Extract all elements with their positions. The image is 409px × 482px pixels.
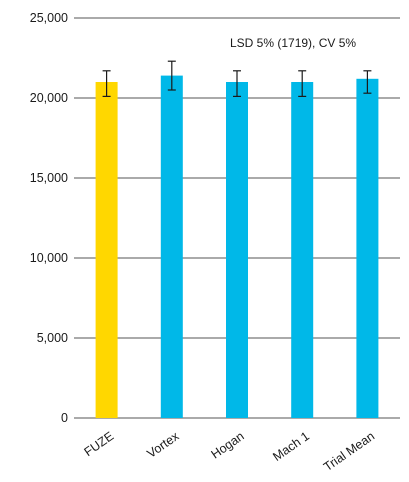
error-bar xyxy=(167,60,176,91)
bar-fuze xyxy=(95,82,118,418)
y-axis-tick-labels: 0 5,000 10,000 15,000 20,000 25,000 xyxy=(30,11,68,425)
error-bars xyxy=(102,60,372,98)
error-bar xyxy=(102,70,111,98)
bar-vortex xyxy=(160,75,183,418)
y-tick-label: 0 xyxy=(61,411,68,425)
bar-hogan xyxy=(226,82,248,418)
x-category-label: Vortex xyxy=(144,429,182,461)
bar-mach-1 xyxy=(291,82,314,418)
x-category-label: Trial Mean xyxy=(321,429,377,474)
bar-trial-mean xyxy=(356,78,379,419)
x-category-label: FUZE xyxy=(82,429,117,459)
bars xyxy=(95,75,379,419)
y-tick-label: 25,000 xyxy=(30,11,68,25)
x-category-label: Mach 1 xyxy=(270,429,312,464)
error-bar xyxy=(233,70,241,98)
error-bar xyxy=(298,70,307,98)
y-tick-label: 20,000 xyxy=(30,91,68,105)
y-tick-label: 10,000 xyxy=(30,251,68,265)
y-tick-label: 5,000 xyxy=(37,331,68,345)
chart-annotation: LSD 5% (1719), CV 5% xyxy=(230,36,356,50)
x-axis-category-labels: FUZE Vortex Hogan Mach 1 Trial Mean xyxy=(82,429,378,475)
y-tick-label: 15,000 xyxy=(30,171,68,185)
error-bar xyxy=(363,70,372,94)
x-category-label: Hogan xyxy=(209,429,247,462)
